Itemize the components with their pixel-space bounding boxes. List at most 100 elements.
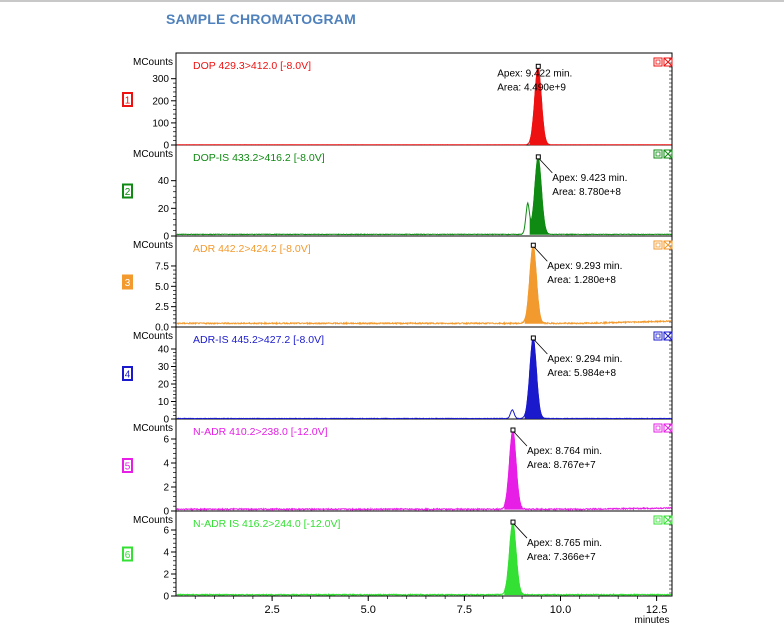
apex-annotation: Apex: 9.294 min. <box>547 354 622 365</box>
x-tick-label: 2.5 <box>264 604 279 616</box>
panel-6: MCounts 0 2 4 6 N-ADR IS 416.2>244.0 [-12.0V]… <box>122 515 673 603</box>
restore-icon-inner <box>655 151 661 157</box>
y-tick-label: 20 <box>158 204 170 215</box>
trace-index-label: 1 <box>125 96 131 107</box>
y-tick-label: 6 <box>163 435 169 446</box>
annotation-leader <box>534 339 548 355</box>
plot-frame <box>175 52 673 597</box>
x-tick-label: 5.0 <box>361 604 376 616</box>
y-tick-label: 0 <box>163 415 169 426</box>
y-tick-label: 4 <box>163 459 169 470</box>
apex-marker <box>535 63 541 69</box>
trace-line <box>176 242 673 326</box>
y-unit-label: MCounts <box>133 149 173 160</box>
close-icon <box>663 331 673 341</box>
y-tick-label: 5.0 <box>155 282 169 293</box>
trace-index-badge <box>122 183 133 199</box>
trace-index-label: 6 <box>125 550 131 561</box>
trace-line <box>176 336 672 420</box>
apex-annotation: Apex: 8.764 min. <box>527 446 602 457</box>
apex-annotation: Apex: 9.422 min. <box>497 68 572 79</box>
apex-annotation: Area: 4.490e+9 <box>497 82 566 93</box>
channel-label: DOP-IS 433.2>416.2 [-8.0V] <box>193 152 325 164</box>
trace-index-label: 2 <box>125 187 131 198</box>
close-icon-stroke <box>663 149 673 159</box>
y-tick-label: 2 <box>163 570 169 581</box>
apex-marker <box>535 154 541 160</box>
apex-marker <box>530 335 536 341</box>
y-tick-label: 0.0 <box>155 323 169 334</box>
restore-icon <box>653 423 663 433</box>
top-rule <box>0 0 784 2</box>
trace-index-label: 3 <box>125 278 131 289</box>
panel-5: MCounts 0 2 4 6 N-ADR 410.2>238.0 [-12.0V] 5 Ap… <box>122 423 673 518</box>
trace-index-badge <box>122 92 133 107</box>
trace-line <box>176 155 672 236</box>
y-tick-label: 2.5 <box>155 302 169 313</box>
restore-icon <box>653 240 663 250</box>
channel-label: ADR-IS 445.2>427.2 [-8.0V] <box>193 334 324 346</box>
x-tick-label: 10.0 <box>550 604 571 616</box>
annotation-leader <box>534 246 548 262</box>
trace-line <box>176 520 672 597</box>
close-icon-stroke <box>663 423 673 433</box>
page-title: SAMPLE CHROMATOGRAM <box>166 11 356 27</box>
apex-annotation: Apex: 8.765 min. <box>527 538 602 549</box>
close-icon <box>663 423 673 433</box>
panel-1: MCounts 0 100 200 300 DOP 429.3>412.0 [-8.0V]… <box>122 57 673 152</box>
annotation-leader <box>513 523 528 539</box>
panel-3: MCounts 0.0 2.5 5.0 7.5 ADR 442.2>424.2 [-8.0… <box>122 240 673 334</box>
y-tick-label: 200 <box>152 96 169 107</box>
restore-icon <box>653 149 663 159</box>
restore-icon-inner <box>655 242 661 248</box>
restore-icon <box>653 57 663 67</box>
close-icon <box>663 57 673 67</box>
panel-4: MCounts 0 10 20 30 40 ADR-IS 445.2>427.2 [-8.0… <box>122 331 673 426</box>
panel-2: MCounts 0 20 40 DOP-IS 433.2>416.2 [-8.0V] 2 A… <box>122 149 673 243</box>
trace-line <box>176 428 672 512</box>
channel-label: ADR 442.2>424.2 [-8.0V] <box>193 243 311 255</box>
restore-icon-inner <box>655 59 661 65</box>
restore-icon <box>653 331 663 341</box>
trace-index-label: 5 <box>125 462 131 473</box>
close-icon <box>663 240 673 250</box>
y-tick-label: 20 <box>158 380 170 391</box>
trace-line <box>176 65 672 146</box>
trace-index-badge <box>122 458 133 473</box>
peak-fill <box>529 155 550 235</box>
y-tick-label: 0 <box>163 507 169 518</box>
peak-fill <box>504 520 525 596</box>
x-tick-label: 12.5 <box>646 604 667 616</box>
peak-fill <box>504 428 525 510</box>
apex-annotation: Apex: 9.293 min. <box>547 261 622 272</box>
y-tick-label: 6 <box>163 526 169 537</box>
close-icon-stroke <box>663 515 673 525</box>
y-tick-label: 0 <box>163 141 169 152</box>
y-tick-label: 2 <box>163 483 169 494</box>
y-unit-label: MCounts <box>133 423 173 434</box>
y-tick-label: 0 <box>163 592 169 603</box>
apex-marker <box>530 242 536 248</box>
annotation-leader <box>513 431 528 447</box>
x-tick-label: 7.5 <box>457 604 472 616</box>
apex-marker <box>510 427 516 433</box>
trace-index-label: 4 <box>125 370 131 381</box>
channel-label: N-ADR 410.2>238.0 [-12.0V] <box>193 426 328 438</box>
apex-annotation: Area: 8.767e+7 <box>527 460 596 471</box>
y-tick-label: 4 <box>163 548 169 559</box>
restore-icon-inner <box>655 517 661 523</box>
apex-annotation: Area: 7.366e+7 <box>527 552 596 563</box>
restore-icon-inner <box>655 425 661 431</box>
y-tick-label: 10 <box>158 397 170 408</box>
channel-label: DOP 429.3>412.0 [-8.0V] <box>193 60 311 72</box>
trace-index-badge <box>122 546 133 562</box>
apex-annotation: Apex: 9.423 min. <box>552 173 627 184</box>
y-tick-label: 100 <box>152 118 169 129</box>
channel-label: N-ADR IS 416.2>244.0 [-12.0V] <box>193 518 340 530</box>
annotation-leader <box>539 158 553 174</box>
y-tick-label: 0 <box>163 232 169 243</box>
apex-annotation: Area: 1.280e+8 <box>547 275 616 286</box>
restore-icon-inner <box>655 333 661 339</box>
peak-fill <box>529 65 550 146</box>
close-icon <box>663 149 673 159</box>
